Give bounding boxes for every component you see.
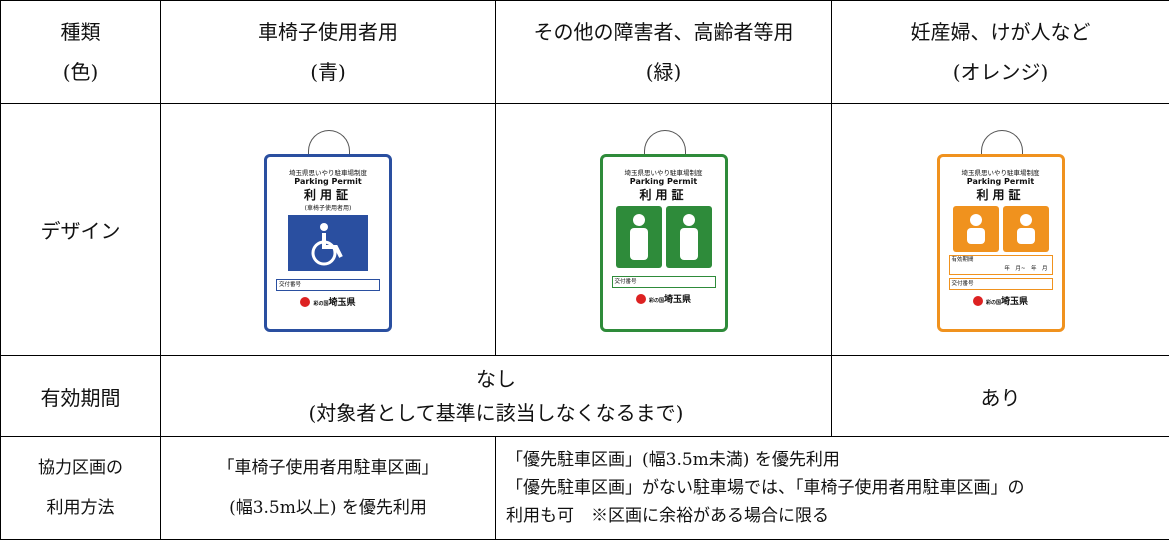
- period-label: 有効期間: [952, 256, 1052, 265]
- text: 「優先駐車区画」(幅3.5m未満) を優先利用: [506, 446, 1169, 474]
- text: 「車椅子使用者用駐車区画」: [161, 448, 495, 488]
- brand: 彩の国: [649, 298, 664, 304]
- usage-cell: 「優先駐車区画」(幅3.5m未満) を優先利用「優先駐車区画」がない駐車場では、…: [496, 437, 1169, 540]
- footer: 彩の国埼玉県: [940, 294, 1062, 307]
- row-label: デザイン: [1, 104, 161, 356]
- header-color: (色): [1, 52, 160, 92]
- footer: 彩の国埼玉県: [267, 295, 389, 308]
- row-label: 協力区画の利用方法: [1, 437, 161, 540]
- pictogram: [1003, 206, 1049, 252]
- person-icon: [616, 206, 662, 268]
- prefecture: 埼玉県: [329, 298, 356, 308]
- text: 利用も可 ※区画に余裕がある場合に限る: [506, 502, 1169, 530]
- text: (対象者として基準に該当しなくなるまで): [161, 396, 831, 430]
- row-label: 有効期間: [1, 356, 161, 437]
- permit-name: 利用証: [940, 186, 1062, 203]
- text: 「優先駐車区画」がない駐車場では、「車椅子使用者用駐車区画」の: [506, 474, 1169, 502]
- brand: 彩の国: [313, 301, 328, 307]
- text: 利用方法: [1, 488, 160, 528]
- header-color: (青): [161, 52, 495, 92]
- prefecture: 埼玉県: [1001, 297, 1028, 307]
- icon: [951, 206, 1051, 252]
- scheme: 埼玉県思いやり駐車場制度: [940, 167, 1062, 177]
- scheme: 埼玉県思いやり駐車場制度: [603, 167, 725, 177]
- logo-mark: [636, 294, 646, 304]
- header-label: 車椅子使用者用: [161, 12, 495, 52]
- english-title: Parking Permit: [940, 177, 1062, 186]
- validity-row: 有効期間 なし(対象者として基準に該当しなくなるまで) あり: [1, 356, 1169, 437]
- number-box: 交付番号: [949, 278, 1053, 290]
- text: なし: [161, 362, 831, 396]
- header-row: 種類(色)車椅子使用者用(青)その他の障害者、高齢者等用(緑)妊産婦、けが人など…: [1, 1, 1169, 104]
- icon: [288, 215, 368, 271]
- pictogram: [616, 206, 662, 268]
- header-cell: 妊産婦、けが人など(オレンジ): [832, 1, 1169, 104]
- header-label: その他の障害者、高齢者等用: [496, 12, 831, 52]
- period-fill: 年 月~ 年 月: [952, 265, 1052, 274]
- footer: 彩の国埼玉県: [603, 292, 725, 305]
- header-cell: 種類(色): [1, 1, 161, 104]
- number-box: 交付番号: [612, 276, 716, 288]
- validity-cell: なし(対象者として基準に該当しなくなるまで): [161, 356, 832, 437]
- person-icon: [666, 206, 712, 268]
- header-label: 妊産婦、けが人など: [832, 12, 1169, 52]
- logo-mark: [300, 297, 310, 307]
- person-icon: [953, 206, 999, 252]
- permit-name: 利用証: [603, 186, 725, 203]
- english-title: Parking Permit: [603, 177, 725, 186]
- permit-sub: (車椅子使用者用): [267, 203, 389, 212]
- period-box: 有効期間年 月~ 年 月: [949, 255, 1053, 275]
- usage-cell: 「車椅子使用者用駐車区画」(幅3.5m以上) を優先利用: [161, 437, 496, 540]
- header-label: 種類: [1, 12, 160, 52]
- logo-mark: [973, 296, 983, 306]
- permit-name: 利用証: [267, 186, 389, 203]
- validity-cell: あり: [832, 356, 1169, 437]
- wheelchair-icon: [288, 215, 368, 271]
- header-color: (緑): [496, 52, 831, 92]
- header-color: (オレンジ): [832, 52, 1169, 92]
- pictogram: [666, 206, 712, 268]
- prefecture: 埼玉県: [664, 295, 691, 305]
- english-title: Parking Permit: [267, 177, 389, 186]
- usage-row: 協力区画の利用方法 「車椅子使用者用駐車区画」(幅3.5m以上) を優先利用 「…: [1, 437, 1169, 540]
- header-cell: 車椅子使用者用(青): [161, 1, 496, 104]
- pictogram: [953, 206, 999, 252]
- icon: [614, 206, 714, 268]
- header-cell: その他の障害者、高齢者等用(緑): [496, 1, 832, 104]
- text: 協力区画の: [1, 448, 160, 488]
- person-icon: [1003, 206, 1049, 252]
- text: (幅3.5m以上) を優先利用: [161, 488, 495, 528]
- scheme: 埼玉県思いやり駐車場制度: [267, 167, 389, 177]
- number-box: 交付番号: [276, 279, 380, 291]
- brand: 彩の国: [986, 300, 1001, 306]
